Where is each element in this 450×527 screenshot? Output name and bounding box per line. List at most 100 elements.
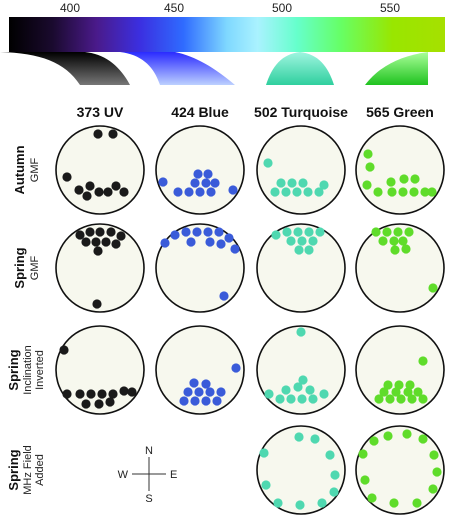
bird-orientation-dot [170, 230, 180, 240]
bird-orientation-dot [363, 149, 373, 159]
spectrum-tick-label: 400 [60, 1, 80, 15]
bird-orientation-dot [427, 187, 437, 197]
orientation-disk [155, 325, 245, 415]
spectrum-tick-label: 550 [380, 1, 400, 15]
bird-orientation-dot [382, 227, 392, 237]
bird-orientation-dot [319, 180, 329, 190]
row-subtitle: GMF [29, 158, 41, 183]
bird-orientation-dot [319, 389, 329, 399]
bird-orientation-dot [263, 158, 273, 168]
bird-orientation-dot [101, 237, 111, 247]
column-header-green: 565 Green [366, 104, 434, 120]
bird-orientation-dot [192, 227, 202, 237]
arena-outline [355, 425, 445, 515]
compass-south-label: S [145, 493, 152, 505]
bird-orientation-dot [314, 187, 324, 197]
arena-outline [256, 425, 346, 515]
bird-orientation-dot [369, 436, 379, 446]
bird-orientation-dot [297, 394, 307, 404]
bird-orientation-dot [160, 238, 170, 248]
bird-orientation-dot [276, 178, 286, 188]
orientation-disk [355, 125, 445, 215]
bird-orientation-dot [108, 389, 118, 399]
bird-orientation-dot [91, 237, 101, 247]
uv-absorption-curve [0, 52, 130, 85]
bird-orientation-dot [418, 394, 428, 404]
bird-orientation-dot [298, 178, 308, 188]
bird-orientation-dot [201, 178, 211, 188]
orientation-disk [355, 425, 445, 515]
bird-orientation-dot [410, 174, 420, 184]
bird-orientation-dot [62, 389, 72, 399]
row-subtitle: Added [34, 454, 46, 486]
spectrum-ticks: 400 450 500 550 [60, 1, 400, 15]
row-label-autumn-gmf: Autumn GMF [12, 145, 41, 194]
bird-orientation-dot [97, 389, 107, 399]
spectrum-tick-label: 500 [272, 1, 292, 15]
bird-orientation-dot [303, 187, 313, 197]
blue-absorption-curve [120, 52, 235, 85]
bird-orientation-dot [270, 187, 280, 197]
bird-orientation-dot [378, 236, 388, 246]
row-subtitle: Inverted [34, 350, 46, 390]
bird-orientation-dot [295, 500, 305, 510]
bird-orientation-dot [186, 237, 196, 247]
bird-orientation-dot [379, 387, 389, 397]
bird-orientation-dot [399, 174, 409, 184]
bird-orientation-dot [325, 450, 335, 460]
bird-orientation-dot [74, 185, 84, 195]
bird-orientation-dot [315, 227, 325, 237]
bird-orientation-dot [310, 434, 320, 444]
bird-orientation-dot [412, 498, 422, 508]
bird-orientation-dot [282, 227, 292, 237]
bird-orientation-dot [224, 233, 234, 243]
bird-orientation-dot [195, 187, 205, 197]
bird-orientation-dot [93, 129, 103, 139]
orientation-disk [55, 325, 145, 415]
bird-orientation-dot [296, 327, 306, 337]
bird-orientation-dot [62, 172, 72, 182]
bird-orientation-dot [294, 245, 304, 255]
bird-orientation-dot [390, 245, 400, 255]
bird-orientation-dot [201, 379, 211, 389]
bird-orientation-dot [184, 187, 194, 197]
bird-orientation-dot [214, 227, 224, 237]
bird-orientation-dot [409, 187, 419, 197]
bird-orientation-dot [205, 387, 215, 397]
bird-orientation-dot [106, 227, 116, 237]
orientation-disk [55, 223, 145, 313]
bird-orientation-dot [403, 387, 413, 397]
row-subtitle: MHz Field [22, 445, 34, 495]
bird-orientation-dot [210, 178, 220, 188]
bird-orientation-dot [393, 227, 403, 237]
bird-orientation-dot [173, 187, 183, 197]
bird-orientation-dot [281, 187, 291, 197]
bird-orientation-dot [420, 187, 430, 197]
row-subtitle: GMF [29, 256, 41, 281]
bird-orientation-dot [230, 244, 240, 254]
bird-orientation-dot [94, 187, 104, 197]
bird-orientation-dot [383, 431, 393, 441]
bird-orientation-dot [81, 399, 91, 409]
bird-orientation-dot [189, 378, 199, 388]
bird-orientation-dot [308, 394, 318, 404]
bird-orientation-dot [82, 191, 92, 201]
bird-orientation-dot [391, 387, 401, 397]
arena-outline [55, 125, 145, 215]
bird-orientation-dot [394, 380, 404, 390]
bird-orientation-dot [264, 389, 274, 399]
bird-orientation-dot [59, 345, 69, 355]
row-title: Spring [6, 449, 21, 490]
bird-orientation-dot [92, 299, 102, 309]
bird-orientation-dot [81, 237, 91, 247]
bird-orientation-dot [261, 480, 271, 490]
bird-orientation-dot [85, 181, 95, 191]
bird-orientation-dot [389, 236, 399, 246]
bird-orientation-dot [398, 187, 408, 197]
bird-orientation-dot [228, 185, 238, 195]
bird-orientation-dot [297, 236, 307, 246]
green-absorption-curve [365, 52, 428, 85]
bird-orientation-dot [387, 187, 397, 197]
column-header-uv: 373 UV [77, 104, 124, 120]
bird-orientation-dot [432, 467, 442, 477]
